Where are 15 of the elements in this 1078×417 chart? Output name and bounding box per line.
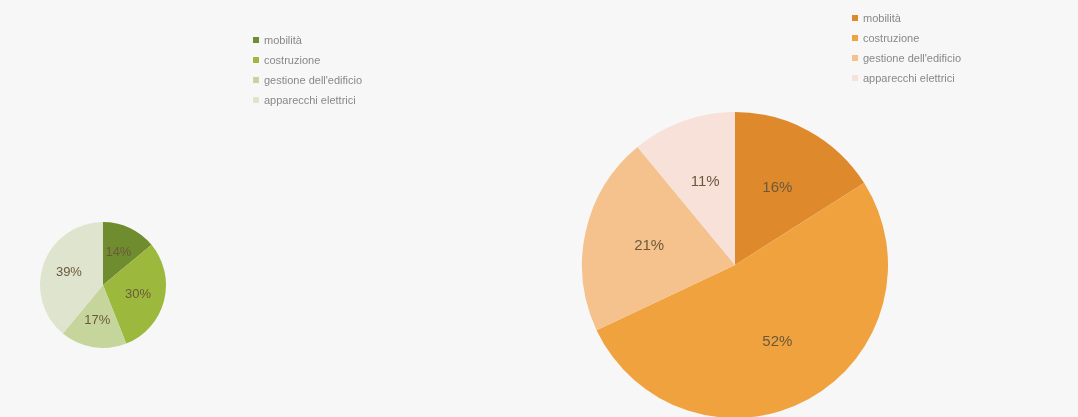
data-label: 30% xyxy=(125,285,152,301)
legend-label: costruzione xyxy=(264,54,321,66)
data-label: 39% xyxy=(55,264,83,280)
legend-label: mobilità xyxy=(264,34,302,46)
data-label: 16% xyxy=(762,178,793,196)
data-label: 17% xyxy=(84,312,111,328)
legend-label: mobilità xyxy=(863,12,901,24)
data-label: 21% xyxy=(634,235,665,253)
legend-label: costruzione xyxy=(863,32,920,44)
legend-label: apparecchi elettrici xyxy=(863,72,955,84)
data-label: 11% xyxy=(690,172,720,190)
legend-label: gestione dell'edificio xyxy=(264,74,363,86)
legend-label: gestione dell'edificio xyxy=(863,52,962,64)
legend-label: apparecchi elettrici xyxy=(264,94,356,106)
data-label: 52% xyxy=(762,332,793,350)
